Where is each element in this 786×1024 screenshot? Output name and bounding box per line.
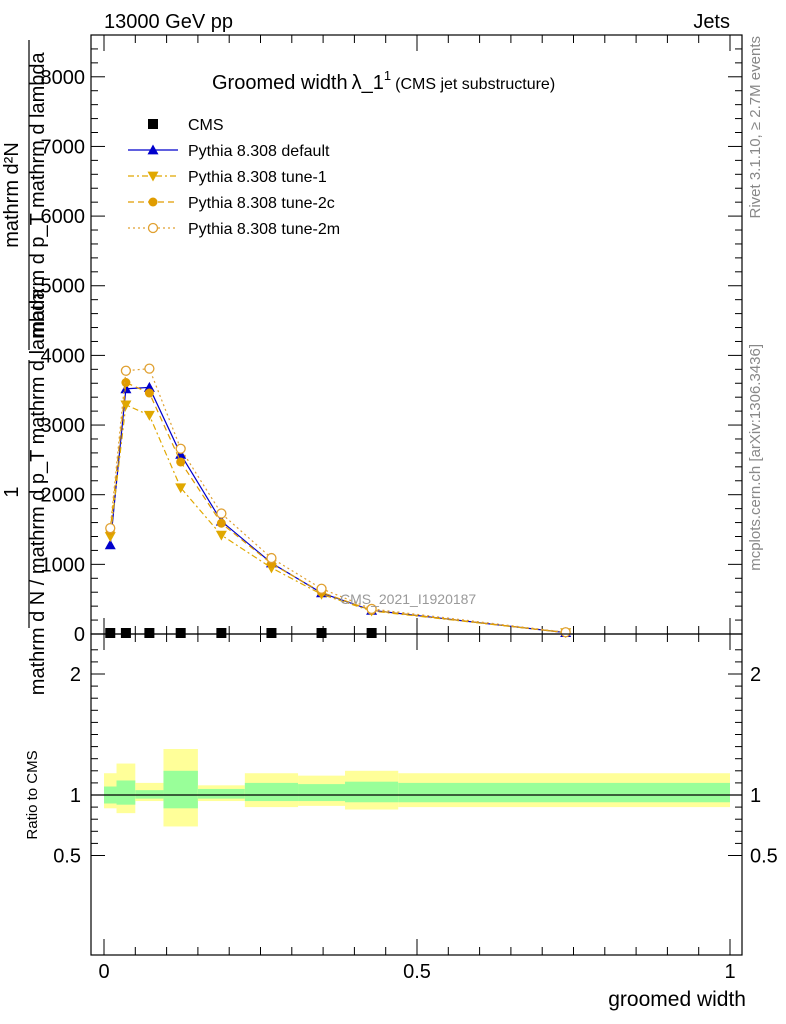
series-point	[215, 530, 227, 541]
y-tick-label: 1000	[41, 554, 86, 576]
y-label-denom2: mathrm d p_T mathrm d lambda	[27, 51, 49, 337]
series-point	[105, 522, 116, 534]
cms-point	[216, 628, 227, 638]
legend-marker	[148, 119, 158, 129]
x-tick-label: 0.5	[403, 961, 431, 983]
x-tick-label: 1	[724, 961, 735, 983]
y-label-numer: 1	[1, 486, 23, 497]
cms-point	[144, 628, 155, 638]
y-label-denom: mathrm d N / mathrm d p_T mathrm d lambd…	[27, 288, 49, 695]
ratio-band-green	[116, 780, 136, 805]
legend-label: Pythia 8.308 tune-2c	[188, 195, 335, 212]
y-tick-label: 3000	[41, 415, 86, 437]
ratio-band-green	[398, 782, 730, 803]
cms-point	[266, 628, 277, 638]
ratio-plot-area: 0 0.5 1 0.5 0.5 1 1 2 2	[53, 633, 778, 983]
ratio-tick-label: 1	[70, 785, 81, 807]
cms-data	[105, 628, 377, 638]
series-point	[175, 443, 186, 454]
cms-point	[120, 628, 131, 638]
x-axis-label: groomed width	[608, 988, 746, 1011]
y-tick-label: 5000	[41, 276, 86, 298]
ratio-tick-label: 2	[70, 664, 81, 686]
legend-label: Pythia 8.308 tune-2m	[188, 221, 340, 238]
series-point	[176, 457, 186, 467]
chart-title: Groomed width λ_11(CMS jet substructure)	[212, 68, 555, 94]
series-point	[120, 400, 132, 411]
series-3	[105, 363, 571, 638]
y-tick-label: 7000	[41, 136, 86, 158]
series-point	[120, 365, 132, 376]
header-left: 13000 GeV pp	[104, 11, 233, 33]
y-tick-label: 6000	[41, 206, 86, 228]
series-2	[105, 378, 571, 638]
legend-marker	[148, 197, 158, 207]
ratio-tick-label: 0.5	[53, 846, 81, 868]
site-label: mcplots.cern.ch [arXiv:1306.3436]	[747, 344, 764, 571]
series-line	[109, 381, 566, 634]
cms-point	[316, 628, 327, 638]
series-point	[104, 532, 116, 542]
series-point	[144, 388, 154, 398]
y-tick-label: 2000	[41, 485, 86, 507]
ratio-tick-label-right: 2	[750, 664, 761, 686]
legend-label: Pythia 8.308 tune-1	[188, 169, 327, 186]
series-point	[560, 627, 571, 638]
x-tick-label: 0	[98, 961, 109, 983]
ratio-band-green	[197, 788, 245, 799]
y-tick-label: 0	[74, 624, 85, 646]
cms-point	[366, 628, 377, 638]
series-point	[266, 552, 277, 564]
series-point	[366, 603, 377, 615]
legend-marker	[147, 171, 159, 182]
series-line	[109, 386, 566, 634]
legend: CMS Pythia 8.308 default Pythia 8.308 tune…	[128, 117, 340, 238]
series-point	[175, 483, 187, 494]
legend-label: CMS	[188, 117, 224, 134]
series-point	[216, 518, 226, 528]
cms-point	[175, 628, 186, 638]
legend-entry: Pythia 8.308 tune-1	[128, 169, 327, 186]
header-right: Jets	[693, 11, 730, 33]
series-point	[143, 381, 155, 392]
legend-label: Pythia 8.308 default	[188, 143, 330, 160]
y-label-numer2: mathrm d²N	[1, 142, 23, 248]
ratio-tick-label-right: 0.5	[750, 846, 778, 868]
ratio-band-green	[298, 784, 346, 802]
legend-entry: Pythia 8.308 tune-2m	[128, 221, 340, 238]
legend-entry: Pythia 8.308 tune-2c	[128, 195, 335, 212]
legend-entry: CMS	[148, 117, 224, 134]
rivet-label: Rivet 3.1.10, ≥ 2.7M events	[747, 36, 764, 219]
legend-marker	[147, 222, 159, 234]
series-line	[109, 367, 566, 633]
cms-point	[105, 628, 116, 638]
series-1	[104, 400, 572, 639]
ratio-band-green	[244, 782, 299, 802]
legend-marker	[147, 144, 159, 155]
series-point	[316, 583, 327, 594]
ratio-band-green	[163, 770, 198, 809]
ratio-band-green	[135, 790, 164, 799]
ratio-y-label: Ratio to CMS	[24, 750, 41, 839]
y-tick-label: 4000	[41, 345, 86, 367]
series-point	[121, 378, 131, 388]
y-axis-label: mathrm d²N mathrm d p_T mathrm d lambda …	[1, 40, 49, 695]
series-point	[144, 363, 155, 374]
series-point	[216, 508, 227, 519]
analysis-watermark: CMS_2021_I1920187	[340, 591, 476, 607]
series-point	[143, 410, 155, 421]
legend-entry: Pythia 8.308 default	[128, 143, 330, 160]
main-plot-area: 0 1000 2000 3000 4000 5000 6000 7000 8000	[41, 34, 743, 955]
ratio-band-green	[345, 781, 399, 803]
series-point	[104, 539, 116, 550]
ratio-tick-label-right: 1	[750, 785, 761, 807]
y-tick-label: 8000	[41, 67, 86, 89]
